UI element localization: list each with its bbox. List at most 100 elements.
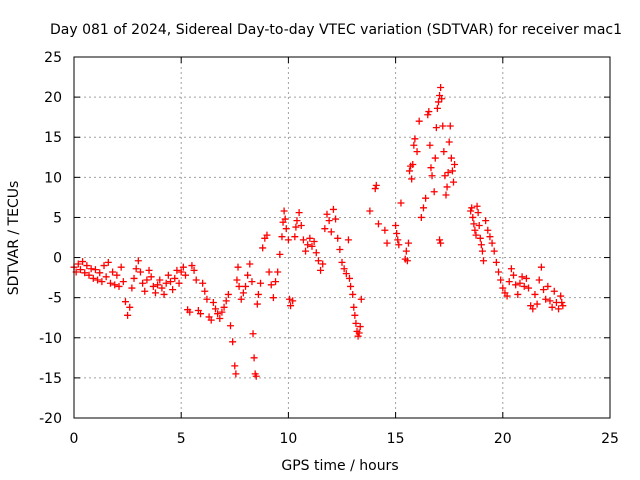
data-point <box>434 98 442 106</box>
data-point <box>449 178 457 186</box>
data-point <box>347 282 355 290</box>
data-point <box>289 297 297 305</box>
data-point <box>291 233 299 241</box>
data-point <box>468 204 476 212</box>
data-point <box>514 290 522 298</box>
data-point <box>136 268 144 276</box>
data-point <box>156 276 164 284</box>
data-point <box>306 234 314 242</box>
data-point <box>128 284 136 292</box>
data-point <box>151 289 159 297</box>
data-point <box>188 262 196 270</box>
y-tick-label: 25 <box>44 50 62 66</box>
data-point <box>338 258 346 266</box>
data-point <box>394 236 402 244</box>
x-tick-label: 20 <box>494 431 512 447</box>
data-point <box>516 279 524 287</box>
data-point <box>470 220 478 228</box>
x-tick-label: 10 <box>279 431 297 447</box>
data-point <box>393 229 401 237</box>
data-point <box>232 370 240 378</box>
data-point <box>448 167 456 175</box>
data-point <box>409 160 417 168</box>
data-point <box>121 298 129 306</box>
data-point <box>94 276 102 284</box>
data-point <box>473 202 481 210</box>
data-point <box>522 274 530 282</box>
data-point <box>559 302 567 310</box>
data-point <box>216 315 224 323</box>
data-point <box>351 311 359 319</box>
data-point <box>287 302 295 310</box>
data-point <box>383 239 391 247</box>
data-point <box>472 231 480 239</box>
data-point <box>87 265 95 273</box>
data-point <box>143 276 151 284</box>
data-point <box>437 83 445 91</box>
data-point <box>535 276 543 284</box>
data-point <box>169 286 177 294</box>
data-point <box>445 138 453 146</box>
data-point <box>224 290 232 298</box>
data-point <box>406 167 414 175</box>
data-point <box>374 220 382 228</box>
y-tick-label: -20 <box>39 411 62 427</box>
data-point <box>413 148 421 156</box>
data-point <box>540 286 548 294</box>
data-point <box>98 278 106 286</box>
data-point <box>173 266 181 274</box>
x-tick-label: 25 <box>601 431 619 447</box>
data-point <box>239 289 247 297</box>
data-point <box>344 236 352 244</box>
data-point <box>437 239 445 247</box>
data-point <box>203 295 211 303</box>
data-point <box>179 263 187 271</box>
data-point <box>451 160 459 168</box>
data-point <box>427 164 435 172</box>
data-point <box>395 241 403 249</box>
data-point <box>510 271 518 279</box>
data-point <box>280 207 288 215</box>
data-point <box>89 274 97 282</box>
data-point <box>85 271 93 279</box>
data-point <box>443 183 451 191</box>
data-point <box>415 117 423 125</box>
y-axis-label: SDTVAR / TECUs <box>6 181 22 296</box>
data-point <box>257 279 265 287</box>
data-point <box>274 268 282 276</box>
data-point <box>392 221 400 229</box>
data-point <box>293 217 301 225</box>
data-point <box>292 223 300 231</box>
data-point <box>550 287 558 295</box>
data-point <box>469 213 477 221</box>
data-point <box>417 213 425 221</box>
data-point <box>499 284 507 292</box>
data-point <box>272 278 280 286</box>
data-point <box>81 269 89 277</box>
data-point <box>181 271 189 279</box>
data-point <box>199 279 207 287</box>
data-point <box>276 250 284 258</box>
data-point <box>319 260 327 268</box>
data-point <box>537 263 545 271</box>
y-tick-label: 15 <box>44 130 62 146</box>
data-point <box>477 241 485 249</box>
data-point <box>329 205 337 213</box>
y-axis-ticks: -20 -15 -10 -5 0 5 10 15 20 25 <box>39 50 610 427</box>
data-point <box>342 270 350 278</box>
data-point <box>546 297 554 305</box>
data-point <box>507 265 515 273</box>
data-point <box>190 266 198 274</box>
data-point <box>113 271 121 279</box>
data-point <box>397 199 405 207</box>
data-point <box>447 154 455 162</box>
data-point <box>533 300 541 308</box>
data-point <box>355 329 363 337</box>
data-point <box>166 278 174 286</box>
data-point <box>234 263 242 271</box>
data-point <box>478 247 486 255</box>
y-tick-label: 5 <box>53 210 62 226</box>
data-point <box>371 185 379 193</box>
data-point <box>119 278 127 286</box>
